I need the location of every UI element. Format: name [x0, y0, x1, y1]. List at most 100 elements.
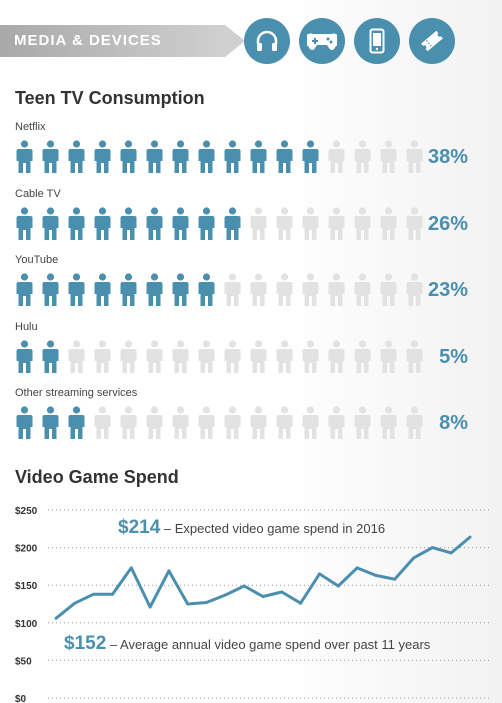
- spend-data-point: [412, 556, 416, 560]
- person-icon: [66, 206, 87, 246]
- tv-row-pictogram: [14, 339, 425, 379]
- y-tick-label: $100: [15, 619, 38, 630]
- person-icon: [326, 339, 347, 379]
- person-icon: [66, 339, 87, 379]
- spend-data-point: [242, 584, 246, 588]
- person-icon: [352, 140, 373, 179]
- person-icon: [274, 273, 295, 312]
- tv-row-percent: 8%: [439, 412, 468, 434]
- person-icon: [66, 140, 87, 179]
- person-icon: [404, 406, 425, 445]
- spend-data-point: [223, 593, 227, 597]
- person-icon: [40, 339, 61, 379]
- tv-row-label: Netflix: [15, 121, 46, 133]
- gamepad-icon[interactable]: [299, 18, 345, 64]
- annotation-average-text: – Average annual video game spend over p…: [106, 637, 431, 652]
- tv-row-label: Hulu: [15, 320, 38, 333]
- person-icon: [92, 339, 113, 379]
- person-icon: [196, 140, 217, 179]
- headphones-icon[interactable]: [244, 18, 290, 64]
- person-icon: [196, 273, 217, 312]
- person-icon: [40, 140, 61, 179]
- annotation-expected-value: $214: [118, 517, 161, 538]
- spend-series-line: [55, 535, 471, 620]
- ticket-icon[interactable]: [409, 18, 455, 64]
- person-icon: [196, 339, 217, 379]
- person-icon: [40, 406, 61, 445]
- spend-data-point: [110, 592, 114, 596]
- person-icon: [274, 339, 295, 379]
- y-tick-label: $250: [15, 506, 38, 517]
- person-icon: [378, 406, 399, 445]
- person-icon: [352, 273, 373, 312]
- person-icon: [196, 206, 217, 246]
- tv-row-label: Cable TV: [15, 187, 61, 200]
- spend-data-point: [129, 566, 133, 570]
- tv-row-percent: 38%: [427, 146, 468, 168]
- y-tick-label: $150: [15, 581, 38, 592]
- person-icon: [92, 140, 113, 179]
- person-icon: [274, 140, 295, 179]
- person-icon: [222, 406, 243, 445]
- person-icon: [92, 273, 113, 312]
- tv-row-label: Other streaming services: [15, 387, 138, 399]
- person-icon: [248, 140, 269, 179]
- spend-data-point: [261, 594, 265, 598]
- person-icon: [14, 140, 35, 179]
- annotation-average: $152 – Average annual video game spend o…: [64, 633, 430, 655]
- tv-row-percent: 5%: [439, 345, 468, 368]
- person-icon: [14, 206, 35, 246]
- tv-row-percent: 26%: [427, 212, 468, 235]
- section-banner-title: MEDIA & DEVICES: [14, 32, 162, 49]
- person-icon: [118, 273, 139, 312]
- tv-row-percent: 23%: [427, 279, 468, 301]
- spend-data-point: [449, 551, 453, 555]
- spend-data-point: [73, 601, 77, 605]
- line-chart-svg: $250 $200 $150 $100 $50 $0: [15, 506, 490, 703]
- tv-row-label: YouTube: [15, 254, 59, 266]
- person-icon: [326, 406, 347, 445]
- person-icon: [144, 273, 165, 312]
- person-icon: [326, 140, 347, 179]
- person-icon: [352, 206, 373, 246]
- annotation-expected-text: – Expected video game spend in 2016: [160, 521, 386, 536]
- section-banner: MEDIA & DEVICES: [0, 25, 245, 57]
- person-icon: [40, 206, 61, 246]
- tv-row-pictogram: [14, 140, 425, 179]
- person-icon: [222, 206, 243, 246]
- y-tick-label: $200: [15, 544, 38, 555]
- person-icon: [144, 339, 165, 379]
- spend-data-point: [92, 592, 96, 596]
- person-icon: [222, 273, 243, 312]
- person-icon: [14, 339, 35, 379]
- person-icon: [248, 339, 269, 379]
- y-tick-label: $0: [15, 694, 27, 703]
- person-icon: [404, 206, 425, 246]
- phone-icon[interactable]: [354, 18, 400, 64]
- person-icon: [66, 273, 87, 312]
- y-tick-label: $50: [15, 656, 32, 667]
- person-icon: [378, 140, 399, 179]
- person-icon: [222, 140, 243, 179]
- person-icon: [118, 406, 139, 445]
- spend-data-point: [430, 546, 434, 550]
- person-icon: [352, 339, 373, 379]
- spend-data-point: [280, 590, 284, 594]
- person-icon: [118, 339, 139, 379]
- person-icon: [14, 273, 35, 312]
- person-icon: [14, 406, 35, 445]
- annotation-expected: $214 – Expected video game spend in 2016: [118, 517, 385, 539]
- person-icon: [170, 140, 191, 179]
- person-icon: [300, 406, 321, 445]
- tv-row-pictogram: [14, 406, 425, 445]
- person-icon: [404, 339, 425, 379]
- person-icon: [248, 406, 269, 445]
- person-icon: [248, 206, 269, 246]
- person-icon: [92, 206, 113, 246]
- game-section-title: Video Game Spend: [15, 467, 179, 487]
- person-icon: [378, 206, 399, 246]
- person-icon: [300, 206, 321, 246]
- person-icon: [274, 406, 295, 445]
- person-icon: [144, 206, 165, 246]
- person-icon: [378, 339, 399, 379]
